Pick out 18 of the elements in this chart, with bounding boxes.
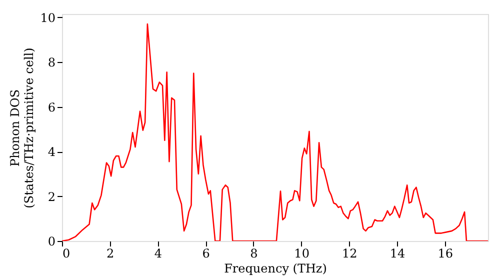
y-tick-label: 0 — [48, 234, 56, 248]
x-tick-label: 6 — [202, 246, 210, 260]
y-tick-label: 6 — [48, 100, 56, 114]
y-tick-label: 8 — [48, 56, 56, 70]
x-tick-label: 0 — [62, 246, 70, 260]
x-tick-label: 16 — [438, 246, 454, 260]
x-tick-label: 8 — [250, 246, 258, 260]
x-tick-label: 12 — [342, 246, 358, 260]
y-tick-label: 10 — [40, 10, 56, 25]
y-tick-label: 4 — [48, 145, 56, 160]
x-tick-label: 2 — [106, 246, 114, 260]
line-series — [62, 23, 488, 241]
x-tick-label: 10 — [294, 246, 310, 260]
x-tick-label: 14 — [390, 246, 406, 260]
y-axis-title: Phonon DOS (States/THz·primitive cell) — [8, 48, 36, 208]
y-tick-label: 2 — [48, 190, 56, 204]
x-tick-label: 4 — [154, 246, 162, 260]
x-axis-title: Frequency (THz) — [224, 262, 327, 276]
